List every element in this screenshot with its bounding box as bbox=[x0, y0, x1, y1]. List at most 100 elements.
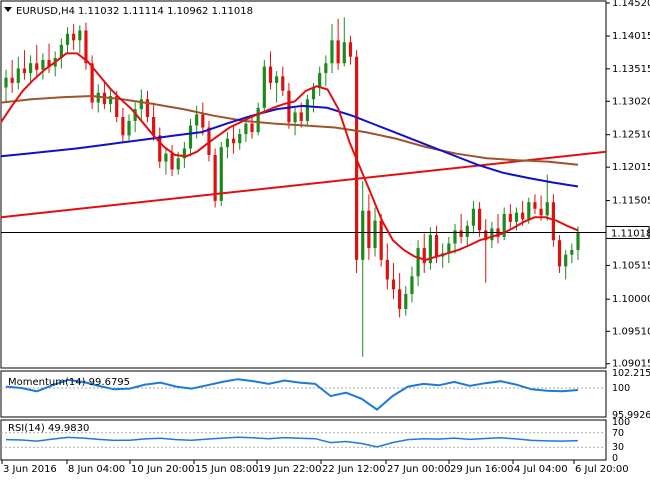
ma-brown-line bbox=[0, 94, 579, 166]
candle-body bbox=[471, 208, 476, 226]
rsi-tick-label: 100 bbox=[612, 417, 630, 428]
candle-body bbox=[502, 213, 506, 237]
candle-body bbox=[570, 250, 574, 255]
ohlc-values: 1.11032 1.11114 1.10962 1.11018 bbox=[78, 6, 253, 17]
time-tick-label: 15 Jun 08:00 bbox=[195, 464, 259, 475]
time-tick-label: 4 Jul 04:00 bbox=[514, 464, 568, 475]
candle-body bbox=[465, 225, 469, 237]
price-tick-label: 1.14015 bbox=[612, 31, 650, 42]
candle-body bbox=[299, 112, 303, 121]
candle-body bbox=[551, 202, 555, 241]
candle-body bbox=[373, 220, 377, 249]
candle-body bbox=[268, 66, 273, 83]
momentum-tick-label: 95.9926 bbox=[612, 410, 650, 421]
candle-body bbox=[410, 276, 414, 294]
candle-body bbox=[84, 30, 88, 64]
current-price-label: 1.11018 bbox=[611, 228, 650, 239]
candle-body bbox=[158, 135, 162, 162]
price-tick-label: 1.10515 bbox=[612, 260, 650, 271]
ma-blue-line bbox=[0, 104, 579, 188]
candle-body bbox=[422, 248, 426, 264]
symbol-label: EURUSD,H4 bbox=[16, 6, 75, 17]
candle-body bbox=[330, 40, 334, 64]
time-tick-label: 19 Jun 22:00 bbox=[258, 464, 322, 475]
candle-body bbox=[459, 230, 463, 237]
candle-body bbox=[324, 63, 328, 74]
price-tick-label: 1.12510 bbox=[612, 130, 650, 141]
candle-body bbox=[336, 40, 340, 64]
candle-body bbox=[250, 123, 254, 133]
candle-body bbox=[453, 230, 457, 244]
candle-body bbox=[342, 42, 346, 64]
chart-header: EURUSD,H4 1.11032 1.11114 1.10962 1.1101… bbox=[4, 6, 253, 17]
candle-body bbox=[311, 88, 316, 100]
rsi-plot-frame bbox=[0, 419, 607, 461]
candle-body bbox=[484, 230, 488, 241]
candle-body bbox=[16, 68, 20, 83]
momentum-label: Momentum(14) 99.6795 bbox=[8, 377, 130, 388]
candle-body bbox=[527, 202, 531, 220]
candle-body bbox=[201, 114, 205, 128]
time-tick-label: 3 Jun 2016 bbox=[3, 464, 57, 475]
candle-body bbox=[72, 33, 76, 41]
candle-body bbox=[287, 90, 291, 123]
candle-body bbox=[152, 116, 156, 136]
candle-body bbox=[533, 202, 537, 209]
price-tick-label: 1.09510 bbox=[612, 326, 650, 337]
candle-body bbox=[416, 248, 420, 277]
current-price-box bbox=[605, 225, 650, 239]
candle-body bbox=[231, 138, 236, 144]
candle-body bbox=[139, 99, 143, 110]
candle-body bbox=[404, 293, 408, 310]
candle-body bbox=[90, 63, 94, 103]
candle-body bbox=[170, 153, 174, 170]
ma-fast-line bbox=[0, 52, 579, 261]
candle-body bbox=[133, 109, 137, 121]
candle-body bbox=[428, 234, 432, 264]
candle-body bbox=[219, 147, 223, 201]
price-tick-label: 1.09015 bbox=[612, 359, 650, 370]
candle-body bbox=[176, 158, 180, 170]
candle-body bbox=[564, 254, 568, 267]
momentum-line bbox=[5, 378, 579, 411]
candle-body bbox=[367, 210, 371, 249]
candle-body bbox=[398, 289, 402, 310]
chart-frames bbox=[0, 0, 607, 461]
candle-body bbox=[10, 77, 14, 83]
candle-body bbox=[262, 66, 266, 108]
candle-body bbox=[275, 76, 279, 83]
momentum-tick-label: 102.2157 bbox=[612, 368, 650, 379]
candle-body bbox=[576, 232, 580, 251]
candle-body bbox=[508, 213, 512, 222]
candle-body bbox=[164, 153, 168, 162]
candle-body bbox=[65, 33, 70, 45]
main-plot-frame bbox=[0, 0, 607, 369]
rsi-line bbox=[5, 436, 579, 448]
candle-body bbox=[78, 30, 82, 41]
candle-body bbox=[490, 228, 494, 241]
candle-body bbox=[244, 123, 248, 135]
price-tick-label: 1.13020 bbox=[612, 96, 650, 107]
time-tick-label: 8 Jun 04:00 bbox=[68, 464, 125, 475]
time-tick-label: 29 Jun 16:00 bbox=[450, 464, 514, 475]
candle-body bbox=[238, 134, 242, 144]
momentum-plot-frame bbox=[0, 370, 607, 418]
candle-body bbox=[108, 96, 113, 104]
rsi-label: RSI(14) 49.9830 bbox=[8, 423, 89, 434]
momentum-tick-label: 100 bbox=[612, 383, 630, 394]
candle-body bbox=[41, 59, 45, 70]
time-tick-label: 27 Jun 00:00 bbox=[387, 464, 451, 475]
price-tick-label: 1.14520 bbox=[612, 0, 650, 9]
candle-body bbox=[545, 202, 549, 216]
candle-body bbox=[4, 77, 8, 88]
candle-body bbox=[391, 279, 396, 290]
dropdown-arrow-icon[interactable] bbox=[4, 7, 12, 12]
candle-body bbox=[59, 44, 63, 59]
candle-body bbox=[447, 243, 451, 254]
indicator-lines bbox=[0, 52, 607, 448]
candle-body bbox=[361, 210, 365, 260]
candle-body bbox=[121, 116, 125, 136]
candle-body bbox=[293, 112, 297, 123]
candle-body bbox=[225, 138, 230, 148]
